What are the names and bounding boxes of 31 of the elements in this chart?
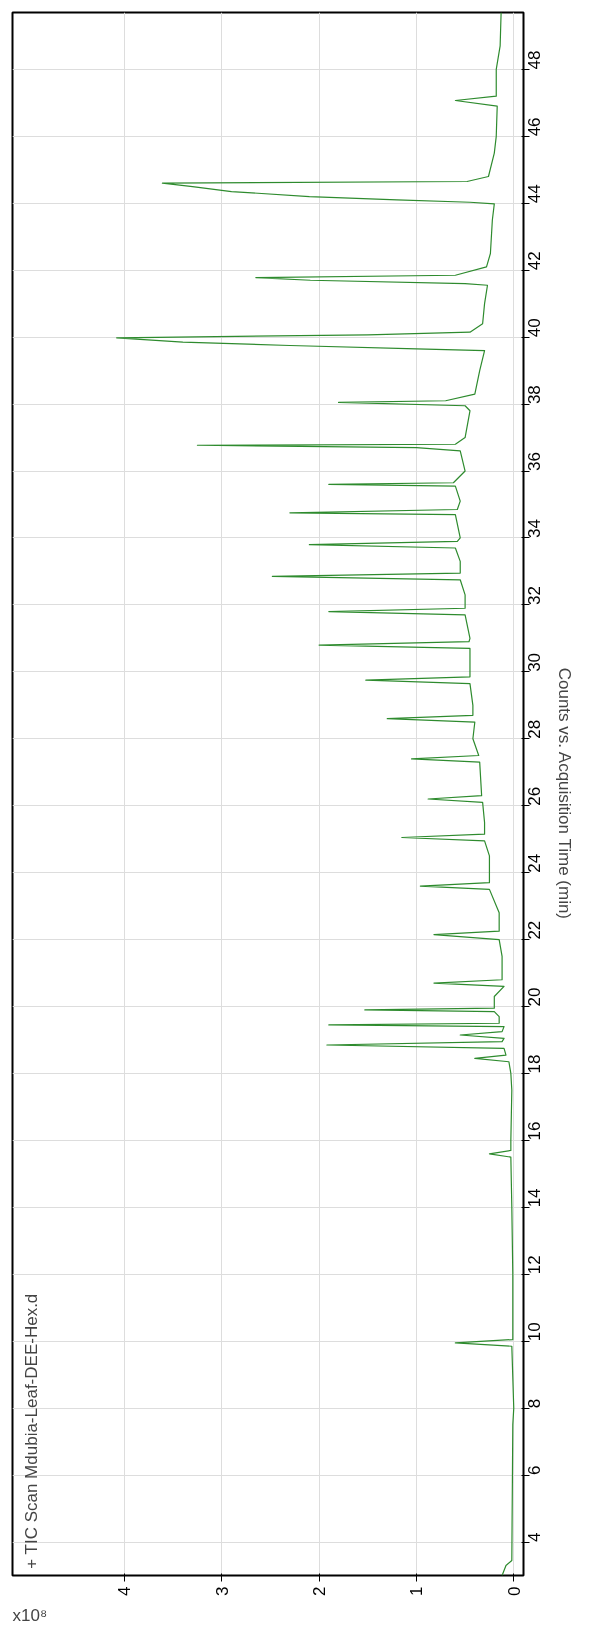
y-tick-label: 12 <box>525 1255 545 1275</box>
y-tick-label: 24 <box>525 853 545 873</box>
x-tick-label: 0 <box>504 1586 524 1596</box>
y-tick-label: 30 <box>525 652 545 672</box>
y-tick-label: 16 <box>525 1121 545 1141</box>
y-tick-label: 6 <box>525 1465 545 1476</box>
y-tick-label: 28 <box>525 719 545 739</box>
y-tick-label: 10 <box>525 1322 545 1342</box>
y-tick-label: 26 <box>525 786 545 806</box>
x-tick-label: 3 <box>212 1586 232 1596</box>
x-tick-label: 2 <box>310 1586 330 1596</box>
y-tick-label: 46 <box>525 117 545 137</box>
x-tick-label: 1 <box>407 1586 427 1596</box>
y-tick-label: 14 <box>525 1188 545 1208</box>
y-tick-label: 48 <box>525 50 545 70</box>
text: + TIC Scan Mdubia-Leaf-DEE-Hex.d <box>22 1293 42 1569</box>
y-tick-label: 4 <box>525 1532 545 1543</box>
y-tick-label: 20 <box>525 987 545 1007</box>
y-tick-label: 22 <box>525 920 545 940</box>
y-tick-label: 34 <box>525 519 545 538</box>
x-axis-title: x10⁸ <box>12 1605 48 1625</box>
y-tick-label: 8 <box>525 1398 545 1409</box>
y-tick-label: 44 <box>525 184 545 204</box>
y-tick-label: 40 <box>525 318 545 338</box>
y-axis-title: Counts vs. Acquisition Time (min) <box>554 667 574 920</box>
x-tick-label: 4 <box>115 1586 135 1596</box>
y-tick-label: 38 <box>525 385 545 405</box>
y-tick-label: 42 <box>525 251 545 271</box>
y-tick-label: 36 <box>525 452 545 472</box>
y-tick-label: 18 <box>525 1054 545 1074</box>
y-tick-label: 32 <box>525 585 545 605</box>
